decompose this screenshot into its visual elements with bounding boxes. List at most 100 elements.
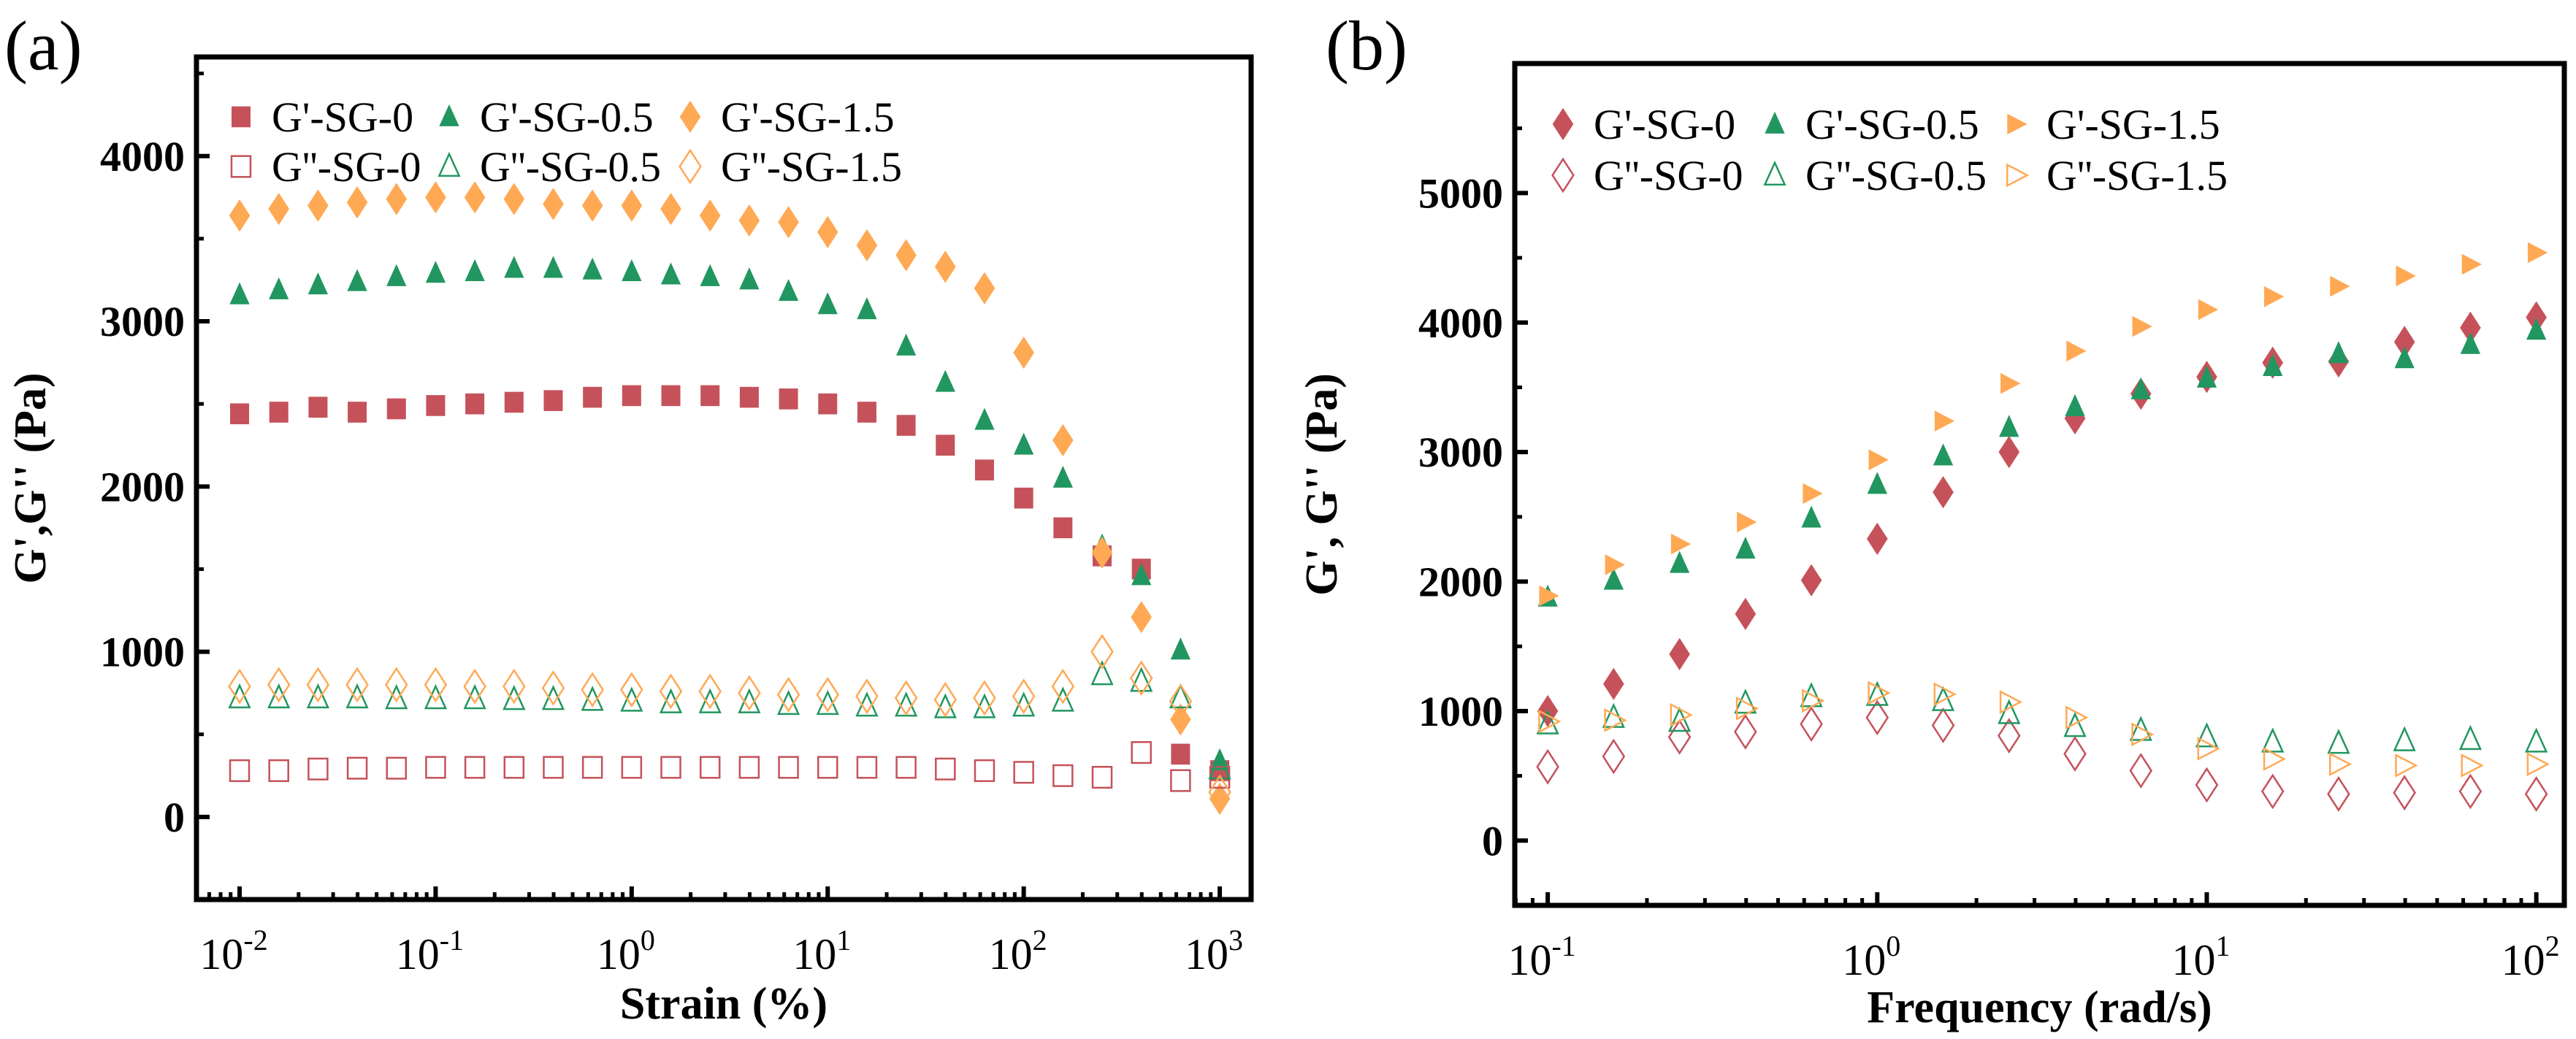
data-point (1538, 709, 1562, 734)
y-tick-label: 1000 (100, 629, 185, 676)
data-point (2393, 326, 2415, 359)
data-point (778, 756, 799, 779)
data-point (1670, 533, 1692, 555)
legend-item: G''-SG-1.5 (2006, 152, 2228, 199)
data-point (1998, 436, 2020, 469)
data-point (2527, 242, 2548, 264)
x-tick-label: 10-1 (1507, 929, 1575, 984)
x-tick-exponent: 1 (836, 924, 851, 956)
data-point (543, 256, 564, 278)
data-point (2327, 729, 2350, 754)
data-point (502, 668, 526, 705)
data-point (2264, 285, 2285, 307)
x-tick-exponent: 2 (2545, 929, 2560, 962)
data-point (1012, 678, 1036, 715)
data-point (659, 673, 683, 710)
data-point (2065, 705, 2089, 730)
data-point (1130, 667, 1153, 692)
data-point (426, 395, 446, 416)
legend-marker (1763, 160, 1786, 186)
data-point (386, 264, 407, 286)
data-point (2460, 331, 2481, 354)
data-point (581, 672, 604, 708)
data-point (230, 403, 250, 425)
data-point (778, 279, 799, 302)
panel-label: (b) (1326, 7, 1407, 85)
data-point (384, 667, 408, 703)
legend-marker (679, 100, 701, 134)
data-point (346, 186, 368, 219)
data-point (1867, 472, 1887, 494)
legend-marker (1552, 107, 1574, 141)
data-point (228, 668, 251, 705)
legend-item: G'-SG-0 (232, 93, 413, 141)
data-point (1735, 597, 1757, 630)
series-Gpp-SG-0 (229, 741, 1231, 792)
data-point (1931, 686, 1955, 711)
data-point (1735, 697, 1759, 721)
legend-label: G'-SG-0.5 (1805, 101, 1979, 148)
data-point (2327, 776, 2350, 812)
legend-marker (232, 106, 251, 128)
data-point (424, 683, 448, 710)
y-tick-label: 3000 (100, 298, 185, 345)
data-point (543, 756, 564, 779)
data-point (2063, 736, 2087, 772)
data-point (229, 199, 251, 232)
data-point (269, 402, 288, 423)
data-point (621, 756, 643, 779)
series-Gp-SG-1.5 (229, 181, 1231, 816)
x-tick-exponent: 2 (1033, 924, 1047, 956)
data-point (504, 391, 524, 413)
panel-label: (a) (4, 7, 83, 85)
y-tick-label: 0 (164, 794, 185, 841)
data-point (855, 678, 879, 715)
data-point (895, 239, 917, 272)
series-Gp-SG-0.5 (1537, 318, 2547, 607)
data-point (776, 677, 800, 713)
data-point (2461, 754, 2484, 778)
series-Gp-SG-1.5 (1539, 242, 2548, 607)
data-point (345, 667, 369, 703)
data-point (1667, 706, 1692, 732)
x-tick-base: 10 (1507, 936, 1551, 984)
legend-item: G''-SG-0.5 (1763, 152, 1987, 199)
x-tick-exponent: 1 (2215, 929, 2230, 962)
data-point (465, 393, 485, 415)
data-point (267, 683, 291, 709)
x-tick-label: 101 (2171, 929, 2230, 984)
y-tick-label: 3000 (1418, 429, 1503, 476)
data-point (543, 390, 563, 411)
data-point (1934, 410, 1955, 432)
data-point (582, 257, 603, 280)
legend-label: G'-SG-1.5 (2046, 101, 2220, 148)
data-point (1169, 683, 1192, 709)
data-point (1802, 689, 1825, 713)
data-point (934, 250, 956, 283)
data-point (699, 756, 721, 779)
x-tick-exponent: -2 (243, 924, 267, 956)
data-point (738, 756, 760, 779)
data-point (2524, 776, 2548, 812)
data-point (1051, 668, 1075, 705)
legend-marker (2007, 113, 2027, 135)
data-point (974, 272, 995, 304)
data-point (1014, 432, 1034, 455)
y-tick-label: 2000 (1418, 559, 1503, 606)
data-point (2328, 341, 2349, 364)
data-point (621, 189, 643, 222)
y-tick-label: 4000 (1418, 299, 1503, 347)
data-point (2460, 311, 2481, 344)
data-point (661, 385, 681, 407)
data-point (1051, 686, 1074, 712)
legend-label: G''-SG-0 (1594, 152, 1743, 199)
x-tick-base: 10 (396, 930, 440, 978)
data-point (1734, 713, 1757, 750)
legend-label: G''-SG-0 (272, 143, 421, 191)
data-point (348, 402, 367, 423)
data-point (856, 229, 878, 262)
data-point (1171, 743, 1190, 765)
x-tick-base: 10 (2502, 936, 2545, 984)
data-point (2330, 275, 2350, 297)
x-tick-label: 102 (989, 924, 1047, 978)
